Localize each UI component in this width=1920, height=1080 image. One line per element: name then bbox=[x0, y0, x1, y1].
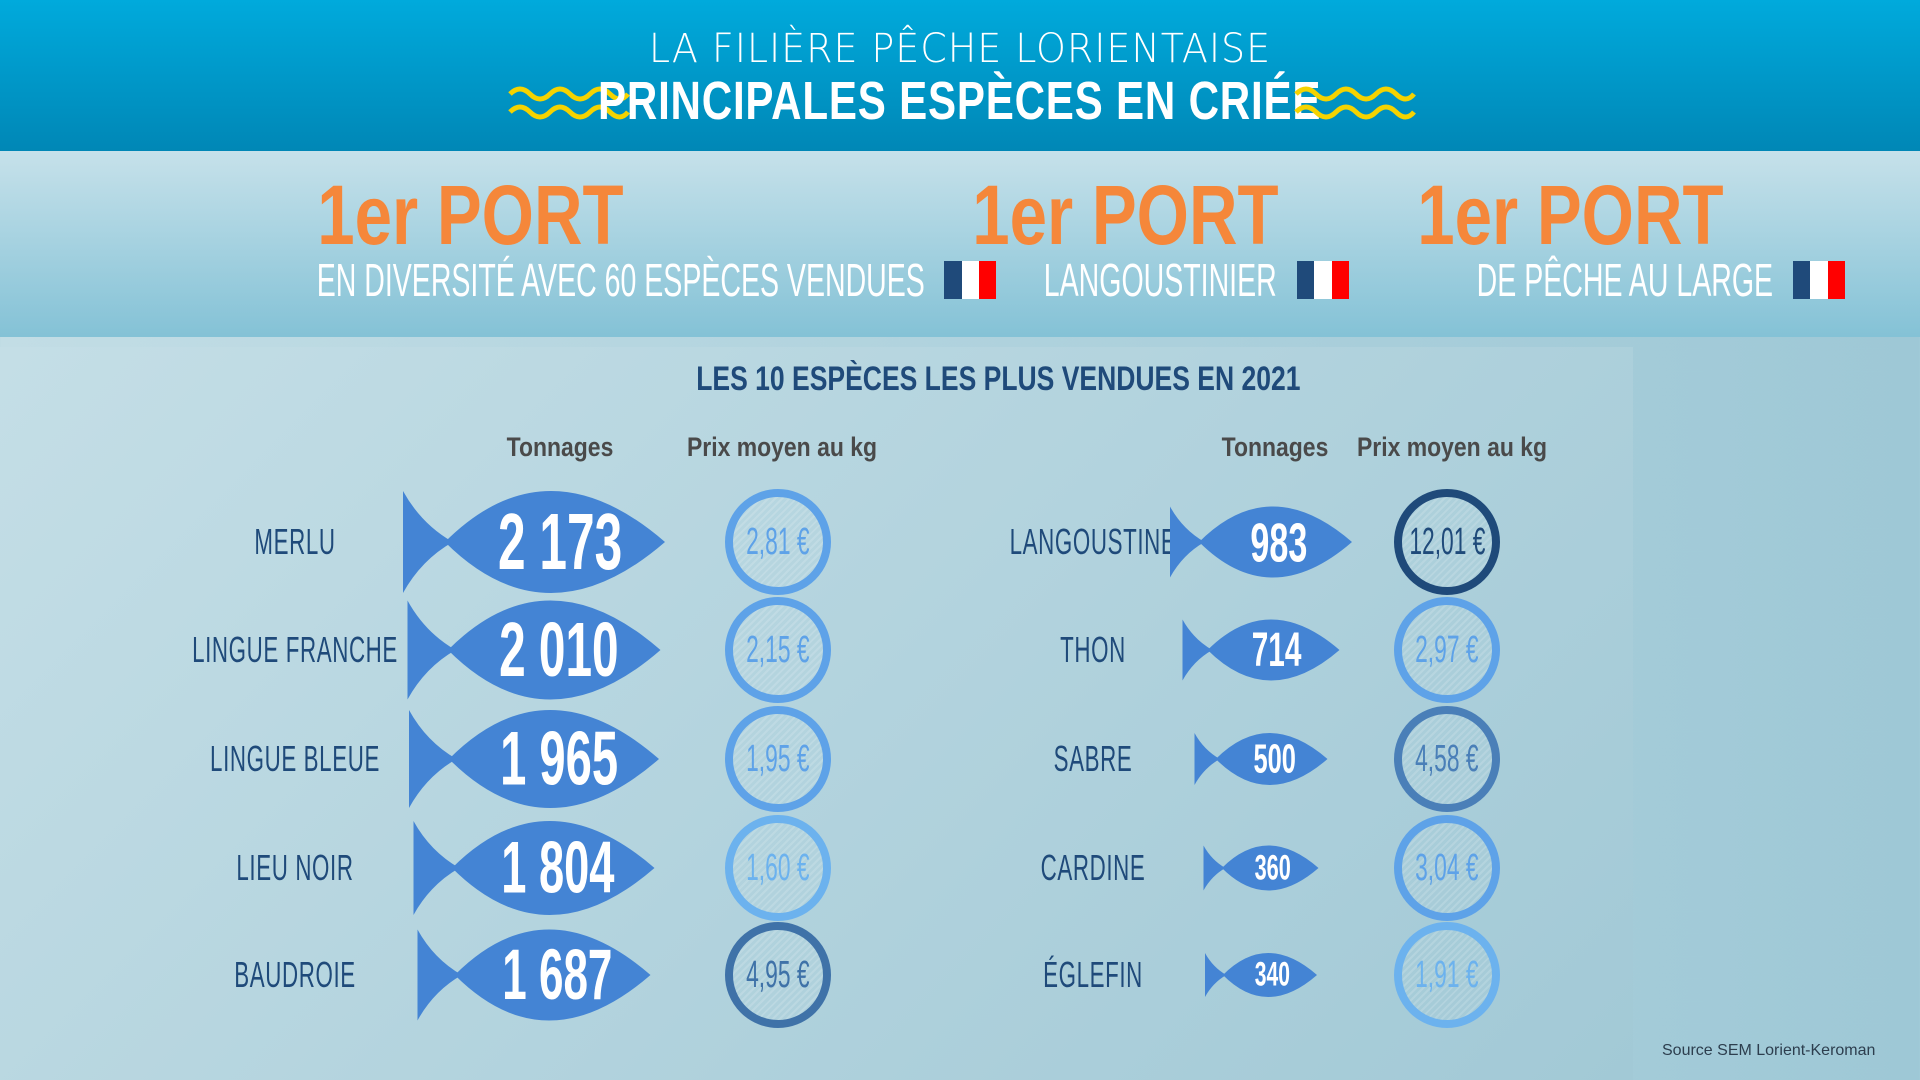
port-subtitle: EN DIVERSITÉ AVEC 60 ESPÈCES VENDUES bbox=[316, 254, 925, 306]
wave-icon-right bbox=[1294, 86, 1416, 120]
price-badge: 1,95 € bbox=[725, 706, 831, 812]
port-headline: 1er PORT bbox=[316, 168, 624, 262]
tonnage-value: 1 965 bbox=[500, 716, 618, 802]
source-note: Source SEM Lorient-Keroman bbox=[1662, 1042, 1876, 1059]
price-value: 2,97 € bbox=[1415, 628, 1479, 671]
fish-tonnage-marker: 500 bbox=[1194, 733, 1328, 785]
price-value: 1,60 € bbox=[746, 846, 810, 889]
fish-icon bbox=[409, 710, 659, 808]
tonnage-value: 2 010 bbox=[499, 606, 620, 693]
fish-tonnage-marker: 983 bbox=[1170, 506, 1352, 578]
price-value: 2,15 € bbox=[746, 628, 810, 671]
tonnage-value: 983 bbox=[1250, 511, 1308, 573]
tonnage-value: 1 687 bbox=[502, 935, 613, 1015]
fish-icon bbox=[1182, 619, 1340, 681]
price-badge: 2,97 € bbox=[1394, 597, 1500, 703]
tonnage-value: 360 bbox=[1254, 848, 1291, 887]
species-name: THON bbox=[1060, 629, 1126, 670]
price-value: 4,58 € bbox=[1415, 737, 1479, 780]
port-rankings: 1er PORT EN DIVERSITÉ AVEC 60 ESPÈCES VE… bbox=[0, 151, 1920, 337]
fish-icon bbox=[1170, 506, 1352, 578]
port-langoustinier: 1er PORT LANGOUSTINIER bbox=[900, 151, 1350, 307]
price-value: 4,95 € bbox=[746, 953, 810, 996]
price-badge: 2,81 € bbox=[725, 489, 831, 595]
fish-icon bbox=[1205, 953, 1317, 997]
species-name: CARDINE bbox=[1040, 847, 1146, 888]
french-flag-icon bbox=[944, 261, 997, 299]
tonnage-value: 1 804 bbox=[501, 827, 615, 909]
fish-tonnage-marker: 360 bbox=[1203, 845, 1319, 891]
fish-tonnage-marker: 340 bbox=[1205, 953, 1317, 997]
fish-tonnage-marker: 2 010 bbox=[407, 600, 661, 700]
price-value: 12,01 € bbox=[1408, 520, 1486, 563]
supertitle: LA FILIÈRE PÊCHE LORIENTAISE bbox=[648, 26, 1272, 72]
french-flag-icon bbox=[1296, 261, 1349, 299]
price-badge: 1,91 € bbox=[1394, 922, 1500, 1028]
species-name: SABRE bbox=[1053, 738, 1133, 779]
tonnage-value: 714 bbox=[1251, 623, 1302, 677]
port-subtitle: LANGOUSTINIER bbox=[1043, 254, 1277, 306]
price-badge: 3,04 € bbox=[1394, 815, 1500, 921]
wave-icon-left bbox=[508, 86, 630, 120]
price-value: 2,81 € bbox=[746, 520, 810, 563]
price-value: 3,04 € bbox=[1415, 846, 1479, 889]
species-name: LIEU NOIR bbox=[236, 847, 354, 888]
fish-tonnage-marker: 1 965 bbox=[409, 710, 659, 808]
species-name: MERLU bbox=[254, 521, 336, 562]
price-badge: 12,01 € bbox=[1394, 489, 1500, 595]
species-name: LINGUE BLEUE bbox=[210, 738, 380, 779]
tonnage-value: 500 bbox=[1253, 735, 1296, 782]
port-headline: 1er PORT bbox=[1416, 168, 1724, 262]
port-diversity: 1er PORT EN DIVERSITÉ AVEC 60 ESPÈCES VE… bbox=[120, 151, 997, 307]
species-name: LINGUE FRANCHE bbox=[192, 629, 398, 670]
main-title: PRINCIPALES ESPÈCES EN CRIÉE bbox=[598, 71, 1322, 131]
price-badge: 4,95 € bbox=[725, 922, 831, 1028]
species-name: BAUDROIE bbox=[234, 954, 356, 995]
port-subtitle: DE PÊCHE AU LARGE bbox=[1476, 254, 1774, 306]
species-name: ÉGLEFIN bbox=[1043, 954, 1143, 995]
fish-tonnage-marker: 1 687 bbox=[417, 929, 651, 1021]
fish-icon bbox=[1194, 733, 1328, 785]
fish-tonnage-marker: 1 804 bbox=[413, 821, 655, 915]
fish-icon bbox=[413, 821, 655, 915]
species-name: LANGOUSTINE bbox=[1009, 521, 1177, 562]
fish-icon bbox=[407, 600, 661, 700]
price-badge: 1,60 € bbox=[725, 815, 831, 921]
section-title: LES 10 ESPÈCES LES PLUS VENDUES EN 2021 bbox=[695, 360, 1301, 398]
french-flag-icon bbox=[1793, 261, 1846, 299]
col-header-tonnage: Tonnages bbox=[1221, 432, 1329, 462]
fish-icon bbox=[417, 929, 651, 1021]
col-header-tonnage: Tonnages bbox=[506, 432, 614, 462]
header-banner: LA FILIÈRE PÊCHE LORIENTAISE PRINCIPALES… bbox=[0, 0, 1920, 151]
fish-tonnage-marker: 2 173 bbox=[403, 491, 665, 593]
price-badge: 2,15 € bbox=[725, 597, 831, 703]
fish-icon bbox=[1203, 845, 1319, 891]
price-value: 1,91 € bbox=[1415, 953, 1479, 996]
price-badge: 4,58 € bbox=[1394, 706, 1500, 812]
tonnage-value: 340 bbox=[1254, 955, 1290, 994]
tonnage-value: 2 173 bbox=[498, 497, 623, 586]
price-value: 1,95 € bbox=[746, 737, 810, 780]
col-header-price: Prix moyen au kg bbox=[686, 432, 878, 462]
port-large: 1er PORT DE PÊCHE AU LARGE bbox=[1360, 151, 1846, 307]
col-header-price: Prix moyen au kg bbox=[1356, 432, 1548, 462]
fish-tonnage-marker: 714 bbox=[1182, 619, 1340, 681]
port-headline: 1er PORT bbox=[971, 168, 1279, 262]
fish-icon bbox=[403, 491, 665, 593]
